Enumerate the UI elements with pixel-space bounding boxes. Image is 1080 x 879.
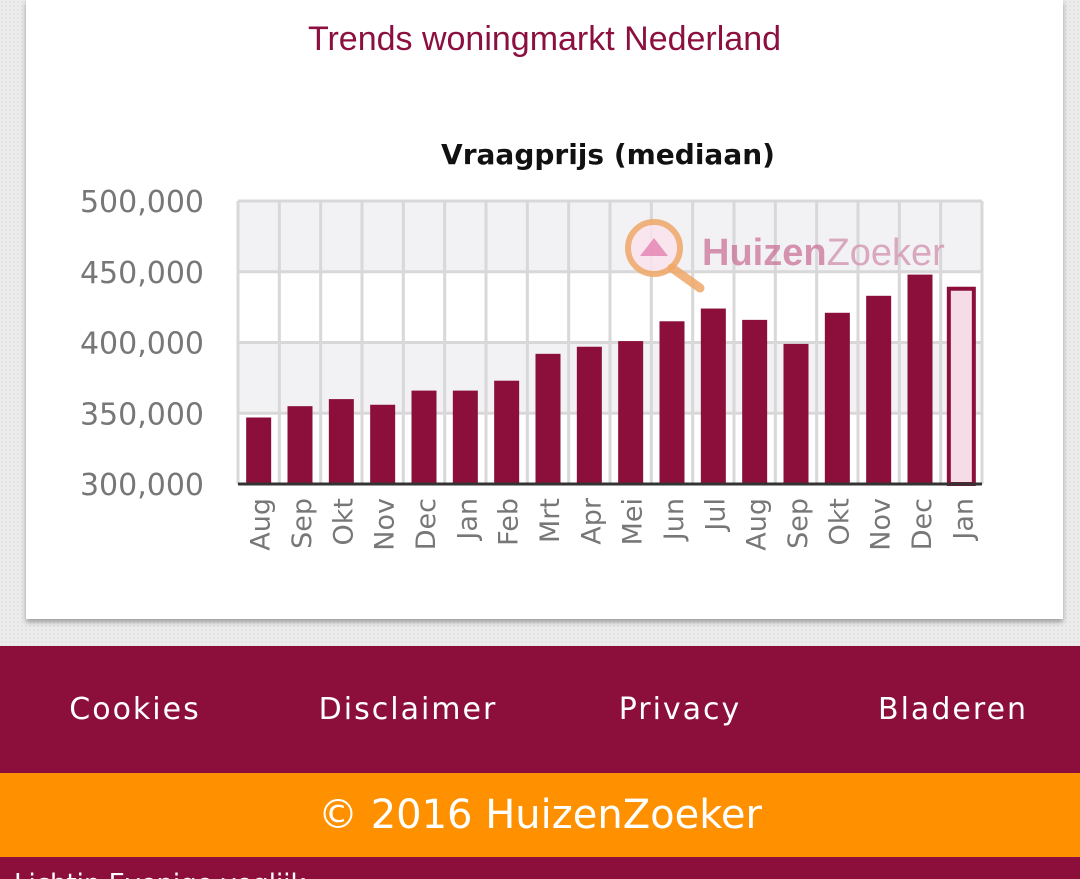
bar-dec-16	[907, 274, 933, 484]
x-tick-label: Dec	[411, 498, 442, 550]
y-tick-label: 500,000	[80, 185, 204, 220]
x-tick-label: Okt	[824, 498, 855, 545]
x-tick-label: Aug	[246, 498, 277, 551]
copyright-bar: © 2016 HuizenZoeker	[0, 773, 1080, 857]
x-tick-label: Jun	[659, 498, 690, 542]
x-tick-label: Jan	[948, 498, 979, 542]
x-tick-label: Dec	[907, 498, 938, 550]
watermark-text-huizen: Huizen	[702, 232, 827, 274]
chart-title: Vraagprijs (mediaan)	[441, 138, 775, 171]
x-tick-label: Sep	[783, 498, 814, 549]
x-tick-label: Sep	[287, 498, 318, 549]
x-tick-label: Apr	[576, 497, 607, 545]
x-tick-label: Okt	[328, 498, 359, 545]
x-tick-label: Nov	[370, 498, 401, 551]
watermark-house-icon	[640, 238, 668, 256]
bar-nov-15	[866, 295, 892, 484]
footer-link-disclaimer[interactable]: Disclaimer	[318, 692, 498, 727]
footer-link-bladeren[interactable]: Bladeren	[878, 692, 1028, 727]
bottom-strip: Lichtin Evenige veglijk	[0, 857, 1080, 879]
bar-sep-13	[783, 343, 809, 484]
bar-apr-8	[576, 346, 602, 484]
bar-okt-2	[328, 399, 354, 484]
bar-nov-3	[370, 404, 396, 484]
x-tick-label: Jan	[452, 498, 483, 542]
watermark-text: HuizenZoeker	[702, 232, 945, 274]
watermark-magnifier-handle	[667, 263, 705, 293]
x-tick-label: Mei	[618, 498, 649, 545]
bottom-strip-text: Lichtin Evenige veglijk	[14, 869, 306, 879]
x-tick-label: Jul	[700, 498, 731, 533]
bar-dec-4	[411, 390, 437, 484]
bar-mrt-7	[535, 353, 561, 484]
bar-aug-0	[246, 417, 272, 484]
y-tick-label: 300,000	[80, 468, 204, 503]
x-tick-label: Feb	[494, 498, 525, 546]
x-tick-label: Mrt	[535, 498, 566, 543]
footer-link-privacy[interactable]: Privacy	[618, 692, 742, 727]
bar-jan-17	[946, 286, 976, 487]
bar-chart: HuizenZoeker 300,000 350,000 400,000 450,000…	[80, 138, 984, 551]
bar-jun-10	[659, 321, 685, 484]
bar-sep-1	[287, 406, 313, 484]
y-tick-label: 400,000	[80, 327, 204, 362]
x-tick-label: Nov	[866, 498, 897, 551]
bar-aug-12	[742, 319, 768, 484]
watermark-text-zoeker: Zoeker	[827, 232, 946, 274]
x-tick-label: Aug	[742, 498, 773, 551]
bar-okt-14	[824, 312, 850, 484]
bar-feb-6	[494, 380, 520, 484]
footer-nav: Cookies Disclaimer Privacy Bladeren	[0, 646, 1080, 773]
bar-jan-5	[452, 390, 478, 484]
y-tick-label: 350,000	[80, 397, 204, 432]
card-title: Trends woningmarkt Nederland	[307, 20, 782, 58]
chart-card: Trends woningmarkt Nederland HuizenZoeke…	[26, 0, 1063, 619]
footer-link-cookies[interactable]: Cookies	[69, 692, 201, 727]
bar-jul-11	[700, 308, 726, 484]
y-tick-label: 450,000	[80, 256, 204, 291]
bar-mei-9	[618, 341, 644, 484]
